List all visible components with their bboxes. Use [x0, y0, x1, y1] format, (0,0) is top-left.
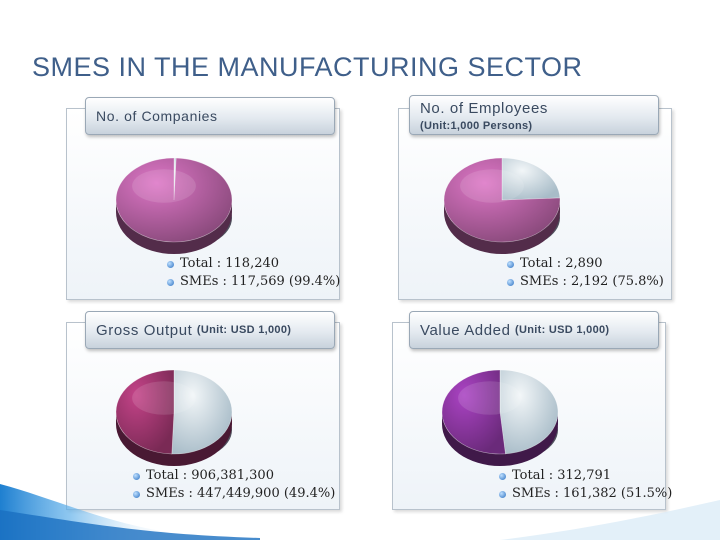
- pie-side: [116, 200, 232, 254]
- pie-slice-smes: [441, 369, 506, 455]
- chart-panel-companies: No. of Companies Total : 118,240 SMEs : …: [66, 97, 340, 300]
- panel-header: No. of Companies: [85, 97, 335, 135]
- pie-highlight: [460, 169, 524, 203]
- bullet-icon: [133, 472, 140, 480]
- total-label: Total : 2,890: [520, 256, 603, 271]
- legend-smes: SMEs : 447,449,900 (49.4%): [133, 485, 335, 503]
- smes-label: SMEs : 117,569 (99.4%): [180, 274, 341, 289]
- panel-header: No. of Employees (Unit:1,000 Persons): [409, 95, 659, 135]
- bullet-icon: [499, 472, 506, 480]
- smes-label: SMEs : 161,382 (51.5%): [512, 486, 673, 501]
- chart-panel-employees: No. of Employees (Unit:1,000 Persons) To…: [398, 95, 672, 300]
- pie-chart-value-added: [441, 369, 559, 466]
- chart-title: No. of Employees: [420, 100, 548, 117]
- chart-legend: Total : 2,890 SMEs : 2,192 (75.8%): [507, 255, 664, 291]
- legend-total: Total : 2,890: [507, 255, 664, 273]
- chart-legend: Total : 906,381,300 SMEs : 447,449,900 (…: [133, 467, 335, 503]
- pie-highlight: [458, 381, 522, 415]
- pie-chart-companies: [115, 157, 233, 254]
- legend-smes: SMEs : 117,569 (99.4%): [167, 273, 340, 291]
- pie-highlight: [132, 169, 196, 203]
- chart-title: Gross Output: [96, 321, 193, 339]
- panel-header: Gross Output (Unit: USD 1,000): [85, 311, 335, 349]
- pie-slice-smes: [443, 157, 561, 243]
- bullet-icon: [507, 260, 514, 268]
- bullet-icon: [507, 278, 514, 286]
- legend-total: Total : 312,791: [499, 467, 672, 485]
- smes-label: SMEs : 447,449,900 (49.4%): [146, 486, 336, 501]
- decorative-wave: [0, 484, 720, 540]
- pie-slice-other: [171, 369, 233, 455]
- pie-slice-other: [499, 369, 559, 455]
- chart-title: No. of Companies: [96, 108, 218, 124]
- bullet-icon: [133, 490, 140, 498]
- pie-side: [442, 412, 558, 466]
- chart-legend: Total : 118,240 SMEs : 117,569 (99.4%): [167, 255, 340, 291]
- slide-title: SMES IN THE MANUFACTURING SECTOR: [32, 52, 583, 82]
- pie-chart-employees: [443, 157, 561, 254]
- chart-panel-value-added: Value Added (Unit: USD 1,000) Total : 31…: [392, 311, 672, 510]
- legend-total: Total : 118,240: [167, 255, 340, 273]
- chart-title: Value Added: [420, 321, 511, 339]
- chart-legend: Total : 312,791 SMEs : 161,382 (51.5%): [499, 467, 672, 503]
- pie-side: [116, 412, 232, 466]
- total-label: Total : 312,791: [512, 468, 612, 483]
- smes-label: SMEs : 2,192 (75.8%): [520, 274, 664, 289]
- pie-chart-gross-output: [115, 369, 233, 466]
- total-label: Total : 118,240: [180, 256, 280, 271]
- pie-slice-other: [501, 157, 561, 201]
- chart-unit: (Unit: USD 1,000): [196, 324, 292, 336]
- bullet-icon: [499, 490, 506, 498]
- pie-slice-smes: [115, 369, 175, 455]
- chart-panel-gross-output: Gross Output (Unit: USD 1,000) Total : 9…: [66, 311, 340, 510]
- bullet-icon: [167, 278, 174, 286]
- chart-unit: (Unit:1,000 Persons): [420, 120, 533, 132]
- legend-smes: SMEs : 161,382 (51.5%): [499, 485, 672, 503]
- legend-total: Total : 906,381,300: [133, 467, 335, 485]
- pie-side: [444, 200, 560, 254]
- pie-slice-smes: [115, 157, 233, 243]
- bullet-icon: [167, 260, 174, 268]
- chart-unit: (Unit: USD 1,000): [515, 324, 610, 336]
- pie-highlight: [132, 381, 196, 415]
- total-label: Total : 906,381,300: [146, 468, 274, 483]
- legend-smes: SMEs : 2,192 (75.8%): [507, 273, 664, 291]
- panel-header: Value Added (Unit: USD 1,000): [409, 311, 659, 349]
